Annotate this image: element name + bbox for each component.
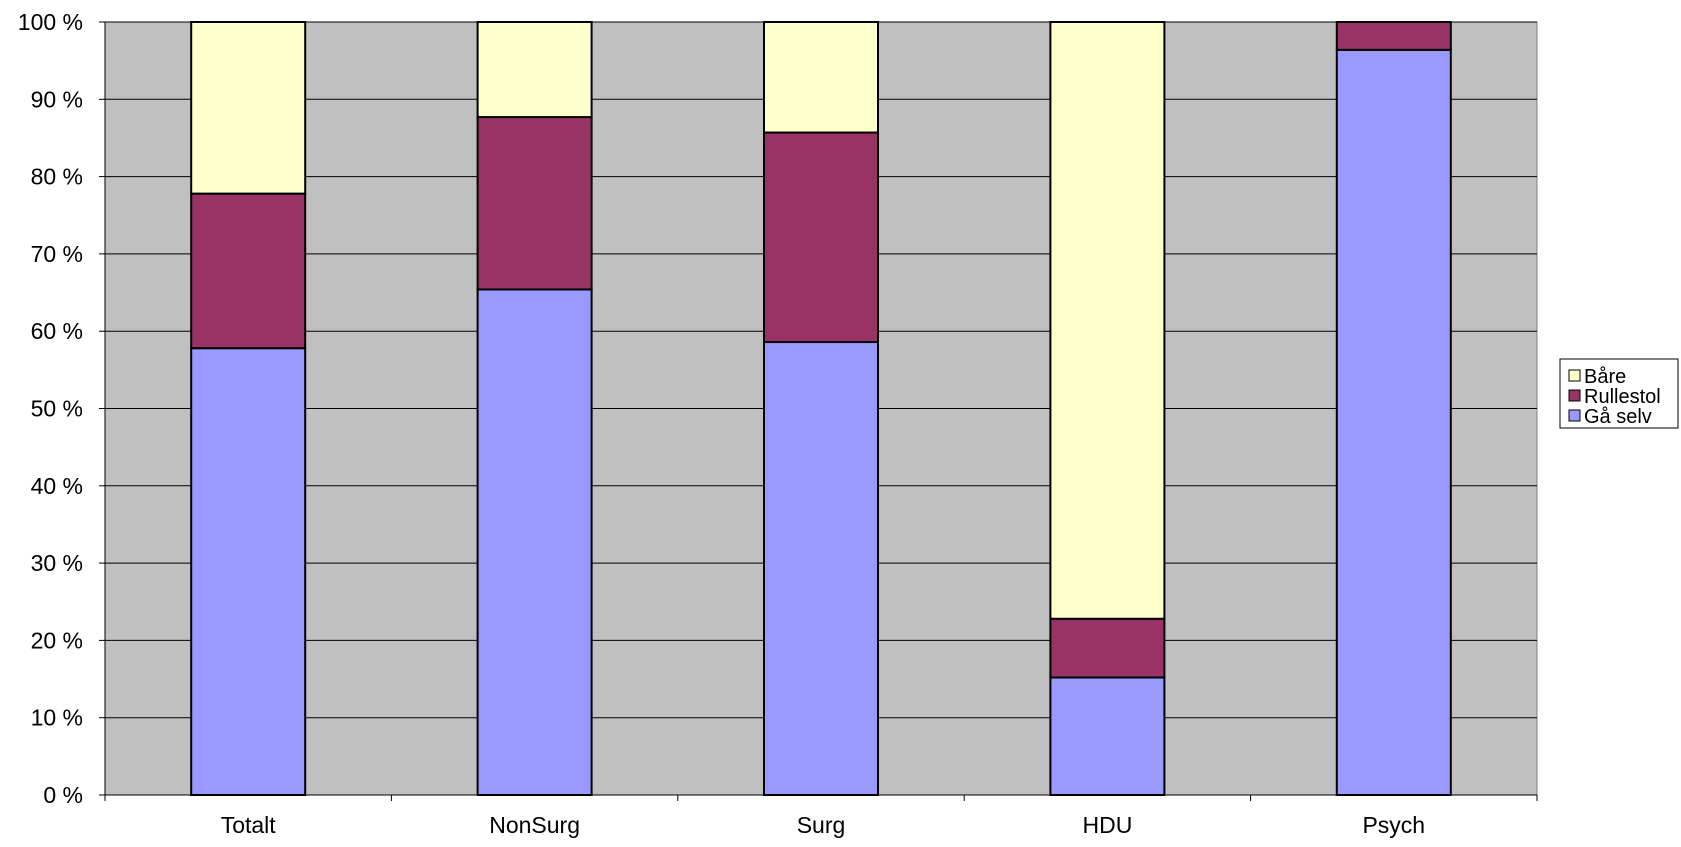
y-tick-label: 0 % — [43, 782, 83, 808]
bar-segment — [1335, 48, 1452, 796]
bar-segment — [1335, 21, 1452, 51]
bar-segment — [190, 21, 307, 195]
bar-segment — [476, 21, 593, 119]
bar-segment — [476, 116, 593, 291]
bar-segment — [1049, 21, 1166, 620]
y-tick-label: 10 % — [31, 705, 83, 731]
x-tick-label: Surg — [797, 812, 846, 838]
legend-label: Gå selv — [1584, 406, 1652, 428]
x-tick-label: HDU — [1082, 812, 1132, 838]
y-tick-label: 20 % — [31, 627, 83, 653]
y-tick-label: 50 % — [31, 396, 83, 422]
bar-segment — [1049, 676, 1166, 797]
bars — [190, 21, 1452, 797]
bar-segment — [763, 131, 879, 344]
legend-swatch — [1568, 389, 1581, 402]
y-tick-label: 70 % — [31, 241, 83, 267]
bar-segment — [190, 192, 307, 350]
bar-segment — [763, 341, 879, 796]
bar-segment — [476, 288, 593, 796]
legend-label: Båre — [1584, 366, 1626, 388]
y-tick-label: 90 % — [31, 86, 83, 112]
y-tick-label: 80 % — [31, 164, 83, 190]
y-tick-label: 30 % — [31, 550, 83, 576]
x-tick-label: NonSurg — [489, 812, 580, 838]
y-tick-label: 60 % — [31, 318, 83, 344]
bar-segment — [1049, 617, 1166, 679]
y-tick-label: 40 % — [31, 473, 83, 499]
legend-swatch — [1568, 409, 1581, 422]
y-tick-label: 100 % — [18, 9, 83, 35]
legend-swatch — [1568, 369, 1581, 382]
bar-segment — [763, 21, 879, 134]
x-tick-label: Totalt — [221, 812, 277, 838]
legend-label: Rullestol — [1584, 386, 1661, 408]
bar-segment — [190, 347, 307, 796]
x-tick-label: Psych — [1362, 812, 1425, 838]
axes: 0 % 10 % 20 % 30 % 40 % 50 % 60 % 70 % 80 % 90 % 1… — [18, 9, 1538, 838]
